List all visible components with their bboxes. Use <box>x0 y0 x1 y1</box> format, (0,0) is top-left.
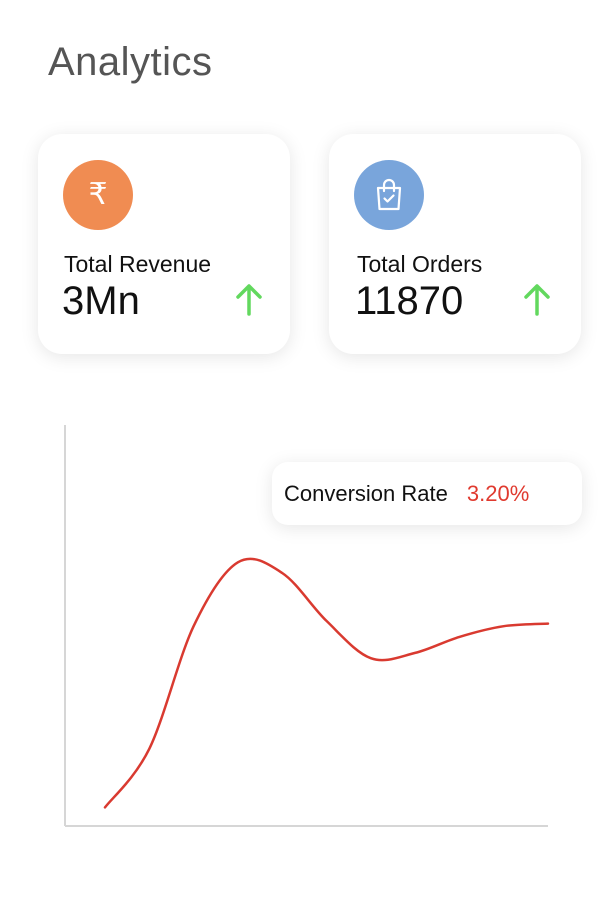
shopping-bag-check-icon <box>376 178 402 211</box>
chart-series-line-0 <box>103 557 550 809</box>
revenue-icon-circle: ₹ <box>63 160 133 230</box>
total-orders-value: 11870 <box>355 279 464 323</box>
total-revenue-card[interactable]: ₹ Total Revenue 3Mn <box>38 134 290 354</box>
total-revenue-value: 3Mn <box>62 279 140 323</box>
trend-up-icon <box>524 284 550 316</box>
rupee-icon: ₹ <box>88 177 108 212</box>
conversion-rate-label: Conversion Rate <box>284 480 448 506</box>
trend-up-icon <box>236 284 262 316</box>
page-title: Analytics <box>48 40 213 84</box>
conversion-rate-tooltip: Conversion Rate 3.20% <box>272 462 582 525</box>
conversion-rate-value: 3.20% <box>466 480 530 506</box>
total-orders-card[interactable]: Total Orders 11870 <box>329 134 581 354</box>
orders-icon-circle <box>354 160 424 230</box>
total-revenue-label: Total Revenue <box>64 251 212 277</box>
total-orders-label: Total Orders <box>357 251 483 277</box>
